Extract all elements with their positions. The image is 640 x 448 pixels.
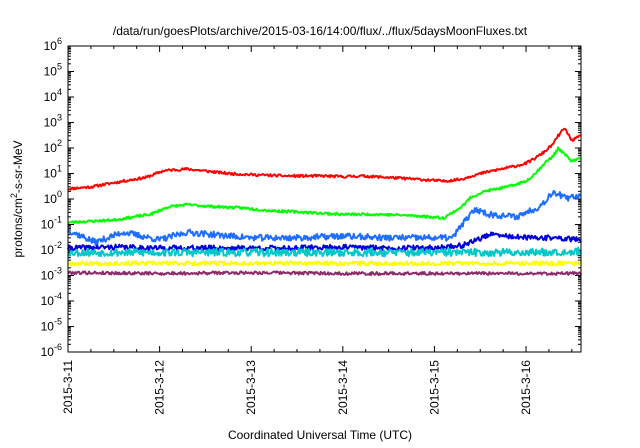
x-tick-label: 2015-3-16	[519, 360, 533, 415]
x-tick-label: 2015-3-12	[153, 360, 167, 415]
y-tick-label: 100	[44, 189, 62, 206]
chart-title: /data/run/goesPlots/archive/2015-03-16/1…	[112, 24, 528, 38]
x-tick-label: 2015-3-13	[244, 360, 258, 415]
series-line-2	[67, 146, 582, 225]
x-axis-label: Coordinated Universal Time (UTC)	[227, 428, 413, 442]
x-tick-label: 2015-3-14	[336, 360, 350, 415]
plot-frame	[67, 45, 582, 353]
y-tick-label: 10-2	[41, 240, 62, 257]
y-tick-label: 10-4	[41, 291, 62, 308]
y-tick-label: 106	[44, 36, 62, 53]
series-line-3	[67, 190, 582, 246]
y-tick-labels: 10-6 10-5 10-4 10-3 10-2 10-1 100 101 102 103 104 1…	[41, 36, 62, 359]
x-tick-label: 2015-3-11	[61, 360, 75, 414]
y-axis-label: protons/cm2-s-sr-MeV	[9, 140, 25, 257]
series-line-6	[67, 260, 582, 267]
plot-ticks	[67, 45, 581, 353]
y-tick-label: 10-5	[41, 317, 62, 334]
y-tick-label: 103	[44, 113, 62, 130]
x-tick-labels: 2015-3-11 2015-3-12 2015-3-13 2015-3-14 2015…	[61, 360, 533, 415]
series-line-4	[67, 231, 582, 252]
y-tick-label: 105	[44, 62, 62, 79]
y-tick-label: 101	[44, 164, 62, 181]
series-line-5	[67, 246, 582, 258]
y-tick-label: 10-3	[41, 266, 62, 283]
series-line-1	[67, 127, 582, 191]
y-tick-label: 10-1	[41, 215, 62, 232]
y-tick-label: 102	[44, 138, 62, 155]
x-tick-label: 2015-3-15	[427, 360, 441, 415]
series-line-7	[67, 270, 582, 276]
y-tick-label: 104	[44, 87, 62, 104]
y-tick-label: 10-6	[41, 342, 62, 359]
series-lines	[67, 127, 582, 276]
